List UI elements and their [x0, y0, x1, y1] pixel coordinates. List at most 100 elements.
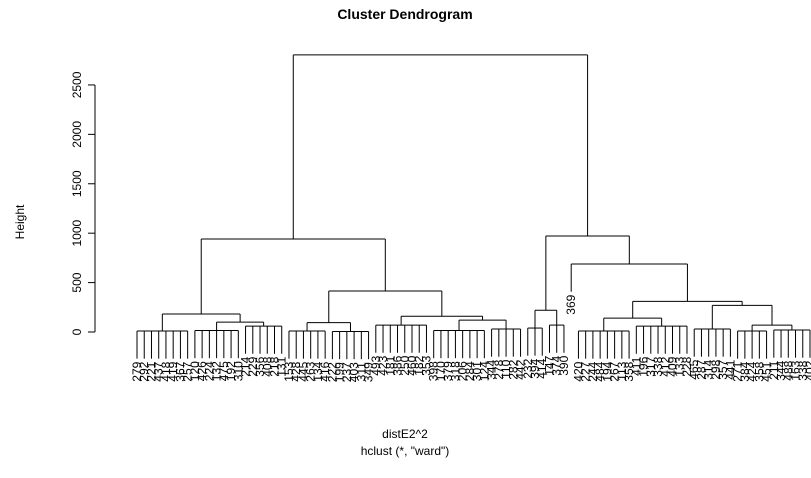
- leaf-label: 192: [224, 361, 238, 381]
- leaf-label: 132: [210, 361, 224, 381]
- leaf-label: 408: [260, 356, 274, 376]
- leaf-label: 211: [767, 360, 781, 379]
- leaf-label: 301: [470, 361, 484, 381]
- leaf-label: 133: [673, 356, 687, 376]
- leaf-label: 402: [803, 360, 811, 380]
- leaf-label: 344: [485, 359, 499, 379]
- leaf-label: 278: [492, 359, 506, 379]
- leaf-label: 298: [709, 359, 723, 379]
- leaf-label: 394: [528, 358, 542, 378]
- leaf-label: 465: [687, 359, 701, 379]
- leaf-label: 420: [571, 361, 585, 381]
- leaf-label: 199: [333, 362, 347, 382]
- leaf-label: 338: [796, 360, 810, 380]
- leaf-label: 120: [188, 361, 202, 381]
- subtitle: hclust (*, "ward"): [361, 444, 450, 458]
- leaf-label: 182: [412, 355, 426, 375]
- leaf-label: 314: [702, 359, 716, 379]
- leaf-label: 206: [456, 361, 470, 381]
- leaf-label: 292: [137, 361, 151, 381]
- leaf-label: 250: [398, 355, 412, 375]
- leaf-label: 287: [694, 359, 708, 379]
- leaf-label: 163: [789, 360, 803, 380]
- leaf-label: 194: [600, 361, 614, 381]
- chart-title: Cluster Dendrogram: [337, 6, 472, 22]
- leaf-label: 196: [637, 356, 651, 376]
- leaf-label: 418: [159, 361, 173, 381]
- leaf-label: 484: [593, 361, 607, 381]
- x-axis-label: distE2^2: [382, 427, 428, 441]
- leaf-label: 113: [615, 361, 629, 380]
- y-tick-label: 0: [70, 328, 84, 335]
- leaf-label: 267: [608, 361, 622, 381]
- leaf-label: 214: [239, 356, 253, 376]
- leaf-label: 181: [383, 355, 397, 375]
- y-tick-label: 2000: [70, 121, 84, 148]
- leaf-label: 147: [542, 355, 556, 375]
- y-tick-label: 1500: [70, 170, 84, 197]
- leaf-label: 386: [391, 355, 405, 375]
- leaf-label: 134: [311, 361, 325, 381]
- leaf-label: 263: [304, 361, 318, 381]
- leaf-label: 445: [296, 361, 310, 381]
- leaf-label: 110: [499, 359, 513, 378]
- leaf-label: 358: [622, 361, 636, 381]
- leaf-label: 244: [586, 361, 600, 381]
- leaf-label: 437: [152, 361, 166, 381]
- leaf-label: 428: [289, 361, 303, 381]
- leaf-label: 228: [680, 356, 694, 376]
- leaf-label: 475: [217, 361, 231, 381]
- leaf-label: 442: [514, 359, 528, 379]
- y-tick-label: 1000: [70, 220, 84, 247]
- leaf-label: 221: [144, 361, 158, 381]
- leaf-label: 222: [325, 362, 339, 382]
- leaf-label: 170: [434, 361, 448, 381]
- leaf-label: 279: [130, 361, 144, 381]
- leaf-label: 282: [506, 359, 520, 379]
- leaf-label: 398: [427, 361, 441, 381]
- leaf-label: 379: [441, 361, 455, 381]
- leaf-label: 131: [275, 356, 289, 376]
- leaf-label: 357: [716, 359, 730, 379]
- leaf-label: 318: [448, 361, 462, 381]
- y-tick-label: 500: [70, 272, 84, 292]
- leaf-label: 414: [535, 358, 549, 378]
- leaf-label: 353: [419, 355, 433, 375]
- leaf-label: 356: [253, 356, 267, 376]
- leaf-label: 311: [354, 362, 368, 381]
- leaf-label: 153: [282, 361, 296, 381]
- leaf-label: 227: [579, 361, 593, 381]
- leaf-label: 229: [246, 356, 260, 376]
- leaf-label: 409: [666, 356, 680, 376]
- leaf-label: 493: [369, 355, 383, 375]
- leaf-label: 284: [463, 361, 477, 381]
- leaf-label: 349: [362, 362, 376, 382]
- leaf-label: 460: [405, 355, 419, 375]
- leaf-label: 488: [781, 360, 795, 380]
- leaf-label: 423: [376, 355, 390, 375]
- leaf-label: 310: [231, 361, 245, 381]
- leaf-label: 369: [564, 294, 578, 314]
- leaf-label: 344: [774, 360, 788, 380]
- leaf-label: 426: [195, 361, 209, 381]
- leaf-label: 237: [340, 362, 354, 382]
- leaf-label: 384: [738, 361, 752, 381]
- leaf-label: 218: [267, 356, 281, 376]
- leaf-label: 374: [550, 355, 564, 375]
- leaf-label: 224: [202, 361, 216, 381]
- leaf-label: 358: [752, 361, 766, 381]
- leaf-label: 451: [760, 361, 774, 381]
- y-tick-label: 2500: [70, 71, 84, 98]
- leaf-label: 367: [173, 361, 187, 381]
- leaf-label: 412: [658, 356, 672, 376]
- leaf-label: 124: [477, 361, 491, 381]
- leaf-label: 390: [557, 355, 571, 375]
- leaf-label: 257: [181, 361, 195, 381]
- leaf-label: 271: [731, 361, 745, 381]
- leaf-label: 424: [745, 361, 759, 381]
- y-axis-label: Height: [13, 204, 27, 239]
- leaf-label: 232: [521, 358, 535, 378]
- leaf-label: 416: [318, 361, 332, 381]
- leaf-label: 441: [723, 359, 737, 379]
